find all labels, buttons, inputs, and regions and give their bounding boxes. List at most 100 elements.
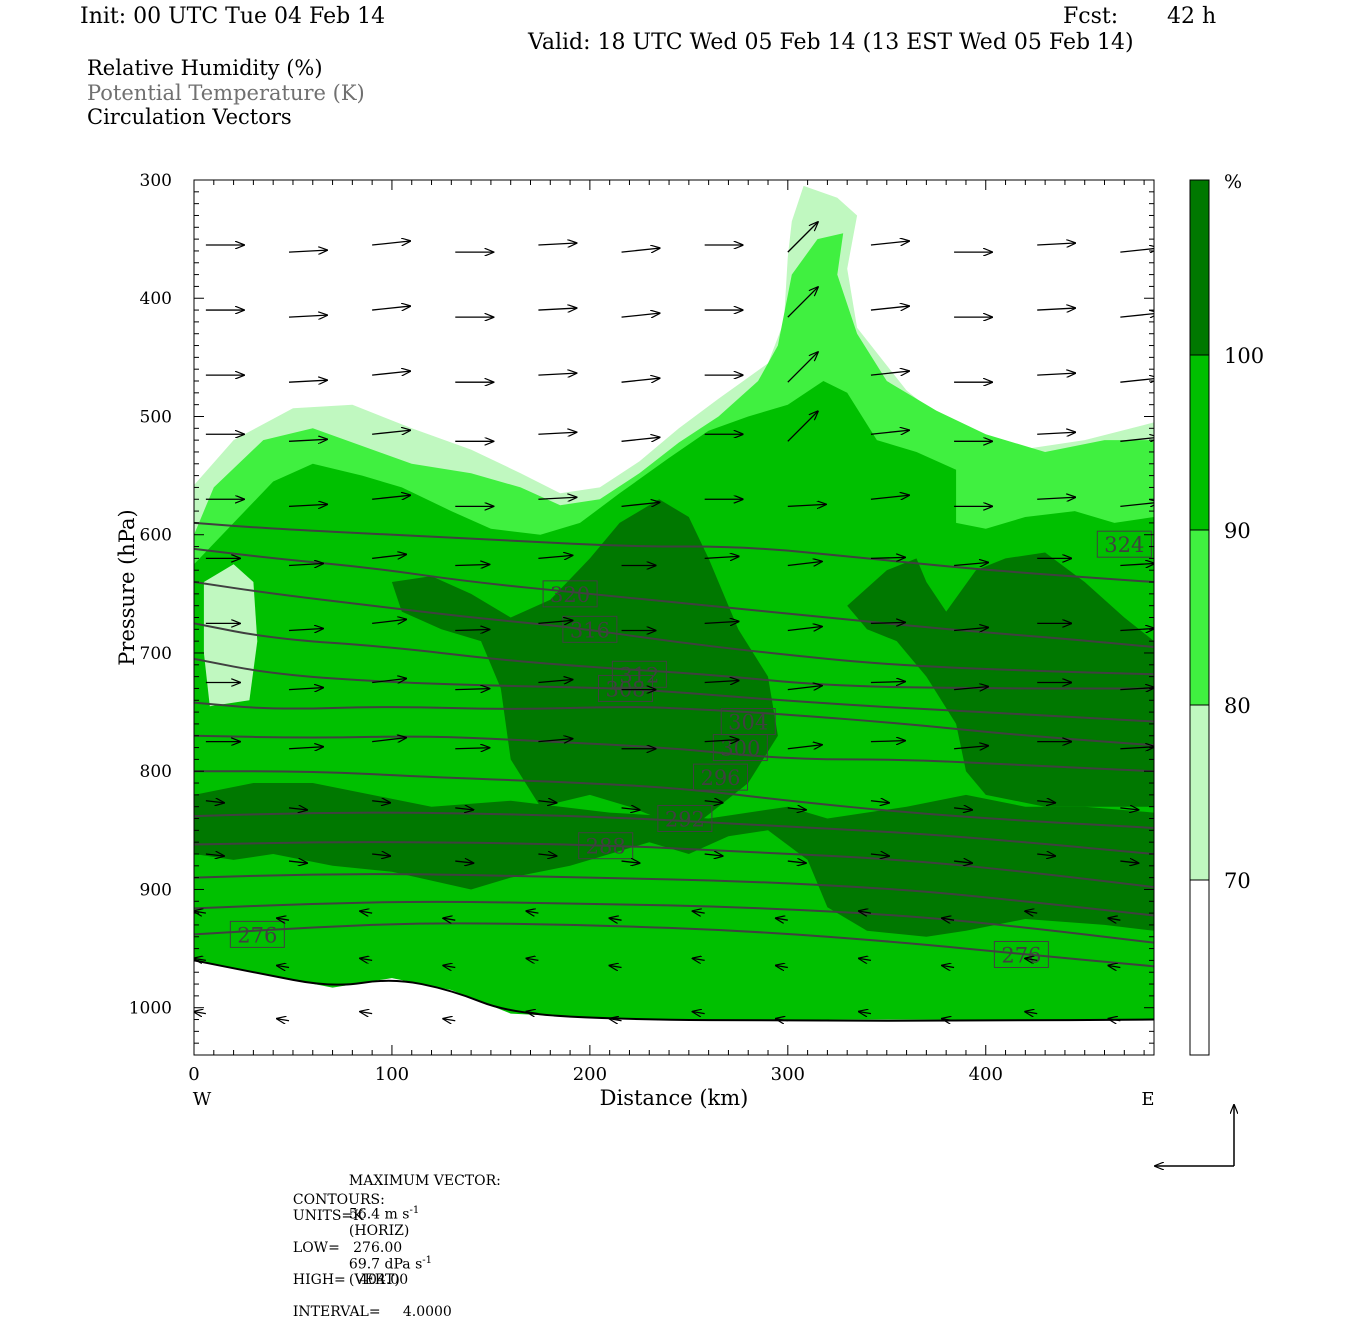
circulation-vector (787, 745, 822, 749)
circulation-vector (1120, 313, 1154, 317)
surface-line (194, 959, 1154, 1022)
rh-region-rh-100 (391, 499, 778, 831)
circulation-vector (621, 502, 660, 506)
circulation-vector (859, 958, 872, 960)
contour-label-288: 288 (586, 835, 626, 859)
circulation-vector (277, 918, 290, 920)
contour-label-box-324 (1096, 530, 1152, 558)
circulation-vector (372, 306, 410, 310)
circulation-vector (194, 911, 206, 913)
colorbar-label-100: 100 (1224, 344, 1264, 368)
colorbar-label-70: 70 (1224, 869, 1251, 893)
circulation-vector (954, 861, 972, 863)
circulation-vector (870, 495, 909, 499)
theta-contour-316 (194, 581, 1154, 676)
contour-label-276b: 276 (1001, 943, 1041, 967)
contour-label-292: 292 (665, 808, 705, 832)
colorbar-swatch-90 (1190, 355, 1209, 530)
circulation-vector (942, 918, 955, 920)
x-tick-label: 100 (375, 1064, 409, 1085)
circulation-vector (870, 854, 889, 856)
circulation-vector (288, 380, 327, 382)
circulation-vector (787, 411, 818, 442)
contour-label-296: 296 (700, 766, 740, 790)
circulation-vector (443, 918, 456, 920)
contours-units: UNITS=K (292, 1208, 364, 1224)
rh-region-rh-70-80 (203, 564, 258, 707)
contour-label-box-304 (720, 708, 776, 736)
theta-contour-300 (194, 734, 1154, 773)
circulation-vector (870, 557, 905, 558)
valid-time: Valid: 18 UTC Wed 05 Feb 14 (13 EST Wed … (528, 30, 1134, 55)
x-tick-label: 300 (771, 1064, 805, 1085)
colorbar-label-90: 90 (1224, 519, 1251, 543)
circulation-vector (1025, 958, 1038, 960)
colorbar-label-80: 80 (1224, 694, 1251, 718)
circulation-vector (455, 564, 489, 565)
y-tick-label: 1000 (129, 999, 172, 1019)
rh-region-rh-100 (847, 552, 1154, 807)
theta-contour-276 (194, 922, 1154, 968)
contour-label-box-320 (542, 580, 598, 608)
colorbar-unit: % (1224, 171, 1242, 193)
circulation-vector (538, 373, 576, 375)
circulation-vector (455, 808, 473, 810)
theta-contour-304 (194, 701, 1154, 747)
circulation-vector (1025, 911, 1038, 913)
contour-label-304: 304 (728, 711, 768, 735)
circulation-vector (787, 504, 826, 506)
y-axis-title: Pressure (hPa) (115, 509, 139, 665)
circulation-vector (776, 918, 788, 920)
circulation-vector (372, 371, 410, 375)
colorbar-swatch-below (1190, 880, 1209, 1055)
circulation-vector (538, 432, 576, 434)
contour-label-box-292 (657, 805, 713, 833)
theta-contour-284 (194, 873, 1154, 917)
circulation-vector (288, 250, 327, 252)
circulation-vector (277, 966, 290, 968)
contours-label: CONTOURS: (292, 1192, 385, 1208)
circulation-vector (787, 352, 818, 383)
circulation-vector (360, 911, 373, 913)
theta-contour-320 (194, 547, 1154, 649)
circulation-vector (372, 738, 406, 742)
circulation-vector (693, 958, 705, 960)
circulation-vector (538, 308, 576, 310)
circulation-vector (776, 1019, 788, 1021)
circulation-vector (288, 747, 323, 749)
contour-label-box-276b (993, 940, 1049, 968)
circulation-vector (954, 687, 988, 690)
circulation-vector (621, 248, 660, 252)
x-end-label-west: W (193, 1089, 212, 1110)
circulation-vector (455, 689, 489, 690)
circulation-vector (954, 628, 988, 631)
circulation-vector (621, 378, 660, 382)
circulation-vector (288, 629, 323, 631)
circulation-vector (288, 315, 327, 317)
circulation-vector (1037, 801, 1055, 803)
x-tick-label: 200 (573, 1064, 607, 1085)
circulation-vector (954, 746, 988, 749)
circulation-vector (1120, 248, 1154, 252)
circulation-vector (787, 627, 822, 631)
circulation-vector (610, 966, 622, 968)
circulation-vector (942, 966, 955, 968)
x-tick-label: 400 (969, 1064, 1003, 1085)
circulation-vector (870, 741, 905, 742)
circulation-vector (526, 911, 539, 913)
circulation-vector (372, 619, 406, 623)
circulation-vector (288, 861, 307, 863)
circulation-vector (787, 222, 818, 253)
circulation-vector (1037, 373, 1075, 375)
contour-label-312: 312 (619, 663, 659, 687)
theta-contour-308 (194, 657, 1154, 723)
legend-rh: Relative Humidity (%) (87, 56, 323, 80)
circulation-vector (621, 313, 660, 317)
circulation-vector (870, 682, 905, 683)
legend-vectors: Circulation Vectors (87, 105, 292, 129)
circulation-vector (372, 854, 390, 856)
circulation-vector (372, 495, 410, 499)
circulation-vector (870, 306, 909, 310)
circulation-vector (1037, 308, 1075, 310)
circulation-vector (787, 686, 822, 690)
